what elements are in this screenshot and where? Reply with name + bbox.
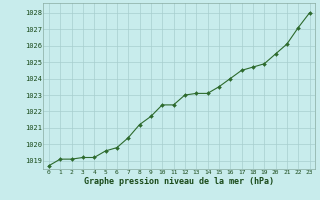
X-axis label: Graphe pression niveau de la mer (hPa): Graphe pression niveau de la mer (hPa)	[84, 177, 274, 186]
